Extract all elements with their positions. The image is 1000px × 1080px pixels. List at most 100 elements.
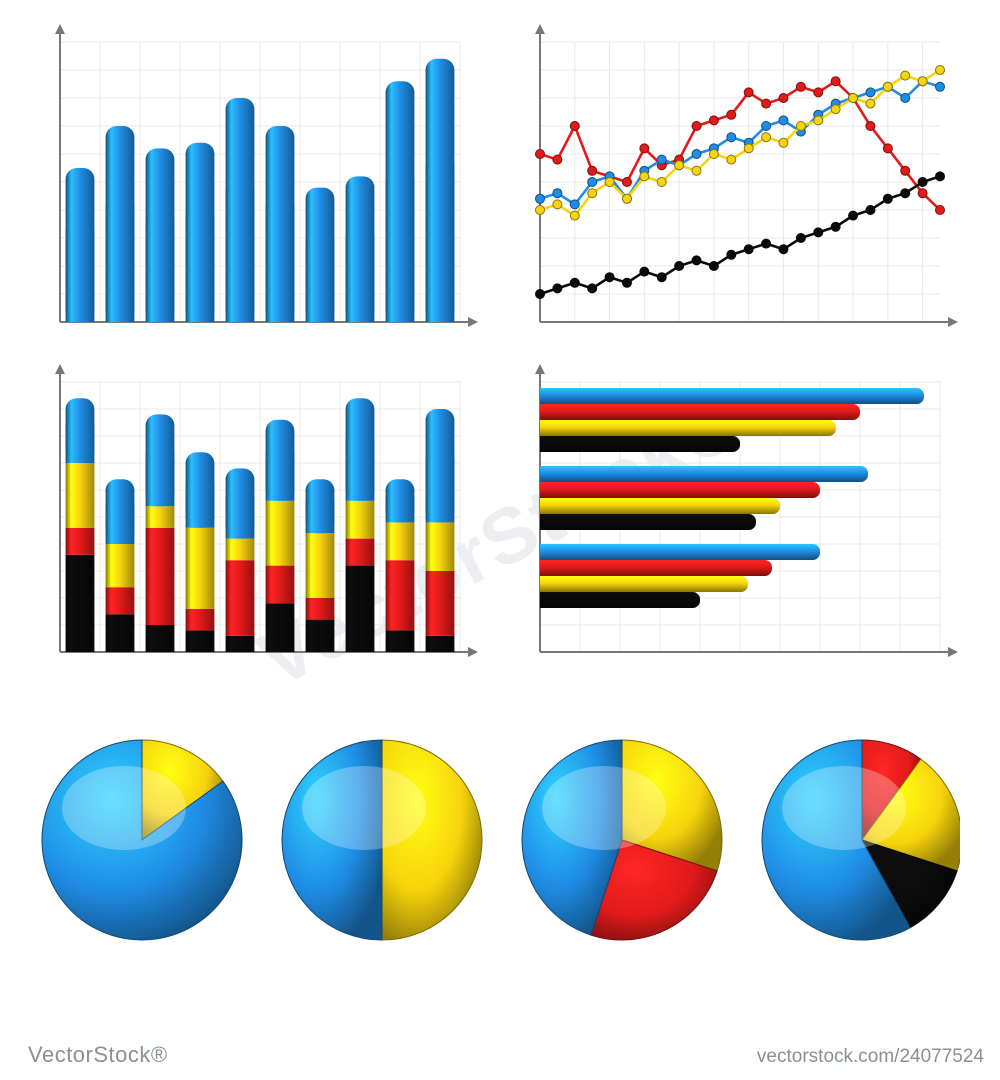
line-marker	[588, 178, 597, 187]
stack-seg	[266, 501, 295, 566]
line-series	[540, 81, 940, 204]
line-marker	[866, 99, 875, 108]
line-marker	[622, 194, 631, 203]
line-marker	[709, 116, 718, 125]
line-marker	[849, 94, 858, 103]
stack-seg	[386, 630, 415, 652]
stack-seg	[306, 620, 335, 652]
line-marker	[762, 133, 771, 142]
line-marker	[622, 278, 631, 287]
stack-seg	[426, 636, 455, 652]
line-marker	[640, 172, 649, 181]
stack-seg	[66, 528, 95, 555]
line-marker	[553, 189, 562, 198]
stack-seg	[266, 603, 295, 652]
line-marker	[692, 122, 701, 131]
line-marker	[657, 178, 666, 187]
line-marker	[762, 99, 771, 108]
line-marker	[657, 155, 666, 164]
footer-brand: VectorStock®	[28, 1042, 168, 1068]
line-marker	[936, 172, 945, 181]
line-series	[540, 81, 940, 210]
line-chart	[520, 20, 960, 330]
line-marker	[901, 71, 910, 80]
line-marker	[727, 155, 736, 164]
line-marker	[727, 250, 736, 259]
line-marker	[901, 166, 910, 175]
line-marker	[918, 189, 927, 198]
stacked-bar-chart	[40, 360, 480, 660]
stack-seg	[226, 539, 255, 561]
stack-seg	[346, 566, 375, 652]
line-marker	[796, 234, 805, 243]
stack-seg	[386, 522, 415, 560]
line-marker	[866, 122, 875, 131]
line-marker	[536, 290, 545, 299]
line-marker	[866, 206, 875, 215]
stack-seg	[106, 614, 135, 652]
stack-seg	[66, 555, 95, 652]
line-marker	[605, 178, 614, 187]
line-marker	[588, 166, 597, 175]
stack-seg	[66, 463, 95, 528]
line-marker	[883, 194, 892, 203]
line-marker	[796, 122, 805, 131]
line-marker	[883, 82, 892, 91]
line-marker	[831, 105, 840, 114]
line-marker	[796, 82, 805, 91]
line-marker	[727, 133, 736, 142]
line-marker	[727, 110, 736, 119]
pie-gloss	[62, 766, 186, 850]
line-marker	[918, 178, 927, 187]
line-marker	[640, 267, 649, 276]
line-marker	[936, 82, 945, 91]
pie-gloss	[302, 766, 426, 850]
line-marker	[692, 166, 701, 175]
line-marker	[570, 200, 579, 209]
line-marker	[692, 256, 701, 265]
line-marker	[605, 273, 614, 282]
stack-seg	[186, 630, 215, 652]
line-marker	[536, 206, 545, 215]
line-marker	[570, 278, 579, 287]
stack-seg	[426, 522, 455, 571]
horizontal-bar-chart	[520, 360, 960, 660]
line-marker	[570, 122, 579, 131]
line-marker	[588, 189, 597, 198]
line-marker	[744, 245, 753, 254]
line-marker	[936, 206, 945, 215]
stack-seg	[226, 636, 255, 652]
line-marker	[814, 116, 823, 125]
stack-seg	[306, 533, 335, 598]
line-marker	[536, 150, 545, 159]
stack-seg	[346, 501, 375, 539]
stack-seg	[186, 609, 215, 631]
line-marker	[588, 284, 597, 293]
stack-seg	[386, 560, 415, 630]
line-marker	[553, 200, 562, 209]
line-marker	[918, 77, 927, 86]
line-marker	[936, 66, 945, 75]
chart-collection: VectorStock® VectorStock® vectorstock.co…	[0, 0, 1000, 1080]
line-marker	[849, 211, 858, 220]
line-marker	[570, 211, 579, 220]
pie-chart-row	[40, 710, 960, 970]
line-marker	[536, 194, 545, 203]
footer-id: vectorstock.com/24077524	[757, 1046, 984, 1068]
bar-chart	[40, 20, 480, 330]
line-marker	[831, 77, 840, 86]
line-marker	[640, 144, 649, 153]
line-series	[540, 176, 940, 294]
stack-seg	[186, 528, 215, 609]
stack-seg	[146, 528, 175, 625]
line-marker	[779, 94, 788, 103]
stack-seg	[306, 598, 335, 620]
line-marker	[744, 144, 753, 153]
line-marker	[814, 88, 823, 97]
line-marker	[814, 228, 823, 237]
stack-seg	[106, 544, 135, 587]
stack-seg	[146, 506, 175, 528]
line-marker	[762, 239, 771, 248]
line-marker	[675, 161, 684, 170]
line-marker	[901, 189, 910, 198]
